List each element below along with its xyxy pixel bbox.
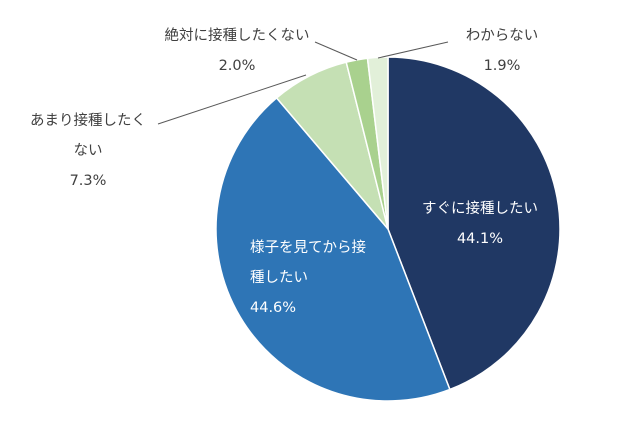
- slice-value-1: 44.6%: [250, 300, 296, 316]
- pie-slice-4: [366, 56, 389, 230]
- slice-label-1-line-1: 種したい: [250, 269, 308, 286]
- leader-line-2: [157, 74, 307, 125]
- slice-value-4: 1.9%: [484, 58, 521, 74]
- slice-label-2-line-0: あまり接種したく: [30, 112, 146, 129]
- slice-label-0-line-0: すぐに接種したい: [422, 200, 538, 217]
- slice-label-3-line-0: 絶対に接種したくない: [165, 27, 310, 44]
- pie-slice-0: [387, 56, 561, 391]
- leader-line-4: [377, 41, 449, 59]
- leader-line-3: [314, 41, 358, 61]
- slice-value-2: 7.3%: [70, 173, 107, 189]
- slice-value-3: 2.0%: [219, 58, 256, 74]
- slice-label-2-line-1: ない: [74, 142, 103, 159]
- slice-label-1-line-0: 様子を見てから接: [250, 239, 366, 256]
- pie-slice-1: [215, 96, 451, 402]
- slice-label-4-line-0: わからない: [466, 27, 539, 44]
- pie-slices: [215, 56, 561, 402]
- slice-value-0: 44.1%: [457, 231, 503, 247]
